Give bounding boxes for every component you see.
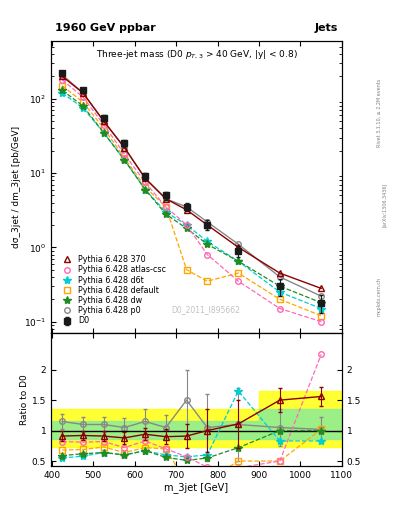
Pythia 6.428 d6t [101, 130, 106, 136]
Pythia 6.428 default [277, 296, 282, 302]
Pythia 6.428 atlas-csc [319, 318, 323, 325]
Pythia 6.428 370 [122, 144, 127, 151]
Pythia 6.428 p0 [236, 241, 241, 247]
Y-axis label: dσ_3jet / dm_3jet [pb/GeV]: dσ_3jet / dm_3jet [pb/GeV] [12, 126, 21, 248]
Pythia 6.428 370 [143, 175, 147, 181]
Pythia 6.428 atlas-csc [101, 121, 106, 127]
Pythia 6.428 dw [319, 300, 323, 306]
Text: 1960 GeV ppbar: 1960 GeV ppbar [55, 23, 156, 33]
Pythia 6.428 370 [101, 118, 106, 124]
Pythia 6.428 default [163, 204, 168, 210]
Line: Pythia 6.428 atlas-csc: Pythia 6.428 atlas-csc [59, 77, 324, 325]
Pythia 6.428 atlas-csc [143, 179, 147, 185]
Line: Pythia 6.428 370: Pythia 6.428 370 [59, 74, 324, 291]
Legend: Pythia 6.428 370, Pythia 6.428 atlas-csc, Pythia 6.428 d6t, Pythia 6.428 default: Pythia 6.428 370, Pythia 6.428 atlas-csc… [58, 254, 167, 326]
Pythia 6.428 p0 [81, 90, 85, 96]
Pythia 6.428 d6t [319, 306, 323, 312]
Pythia 6.428 d6t [81, 105, 85, 111]
Line: Pythia 6.428 dw: Pythia 6.428 dw [58, 86, 325, 307]
Line: Pythia 6.428 default: Pythia 6.428 default [59, 83, 324, 318]
Pythia 6.428 370 [319, 285, 323, 291]
Pythia 6.428 default [143, 184, 147, 190]
Text: [arXiv:1306.3436]: [arXiv:1306.3436] [382, 183, 387, 227]
Pythia 6.428 d6t [184, 222, 189, 228]
Pythia 6.428 d6t [277, 289, 282, 295]
Pythia 6.428 d6t [122, 157, 127, 163]
Pythia 6.428 default [60, 82, 64, 89]
Pythia 6.428 p0 [184, 204, 189, 210]
Pythia 6.428 dw [163, 211, 168, 217]
Y-axis label: Ratio to D0: Ratio to D0 [20, 374, 29, 425]
Pythia 6.428 p0 [319, 293, 323, 299]
Pythia 6.428 default [81, 99, 85, 105]
Pythia 6.428 dw [205, 241, 209, 247]
Pythia 6.428 d6t [205, 239, 209, 245]
Pythia 6.428 p0 [60, 72, 64, 78]
Pythia 6.428 default [319, 313, 323, 319]
Pythia 6.428 atlas-csc [81, 94, 85, 100]
Pythia 6.428 p0 [143, 175, 147, 181]
Pythia 6.428 dw [277, 283, 282, 289]
Pythia 6.428 dw [122, 157, 127, 163]
Line: Pythia 6.428 d6t: Pythia 6.428 d6t [58, 89, 325, 313]
Pythia 6.428 atlas-csc [205, 251, 209, 258]
Pythia 6.428 atlas-csc [163, 204, 168, 210]
Pythia 6.428 d6t [163, 209, 168, 215]
Pythia 6.428 d6t [60, 90, 64, 96]
X-axis label: m_3jet [GeV]: m_3jet [GeV] [164, 482, 229, 494]
Pythia 6.428 p0 [163, 196, 168, 202]
Pythia 6.428 atlas-csc [277, 306, 282, 312]
Pythia 6.428 atlas-csc [60, 77, 64, 83]
Pythia 6.428 370 [184, 207, 189, 213]
Pythia 6.428 default [205, 278, 209, 284]
Pythia 6.428 default [122, 155, 127, 161]
Pythia 6.428 dw [184, 225, 189, 231]
Pythia 6.428 dw [236, 258, 241, 264]
Line: Pythia 6.428 p0: Pythia 6.428 p0 [59, 72, 324, 299]
Pythia 6.428 370 [81, 90, 85, 96]
Pythia 6.428 p0 [101, 118, 106, 124]
Pythia 6.428 atlas-csc [122, 151, 127, 157]
Pythia 6.428 p0 [205, 219, 209, 225]
Pythia 6.428 atlas-csc [236, 278, 241, 284]
Pythia 6.428 370 [205, 222, 209, 228]
Pythia 6.428 atlas-csc [184, 222, 189, 228]
Pythia 6.428 370 [236, 244, 241, 250]
Text: Jets: Jets [315, 23, 338, 33]
Pythia 6.428 p0 [277, 274, 282, 280]
Pythia 6.428 dw [60, 87, 64, 93]
Pythia 6.428 default [184, 267, 189, 273]
Text: Three-jet mass (D0 $p_{T,3}$ > 40 GeV, |y| < 0.8): Three-jet mass (D0 $p_{T,3}$ > 40 GeV, |… [95, 48, 298, 61]
Pythia 6.428 default [236, 270, 241, 276]
Pythia 6.428 dw [143, 186, 147, 193]
Text: Rivet 3.1.10, ≥ 2.2M events: Rivet 3.1.10, ≥ 2.2M events [377, 78, 382, 147]
Pythia 6.428 default [101, 125, 106, 132]
Pythia 6.428 370 [163, 196, 168, 202]
Text: D0_2011_I895662: D0_2011_I895662 [171, 305, 240, 314]
Pythia 6.428 370 [277, 270, 282, 276]
Pythia 6.428 d6t [143, 186, 147, 193]
Text: mcplots.cern.ch: mcplots.cern.ch [377, 278, 382, 316]
Pythia 6.428 p0 [122, 144, 127, 151]
Pythia 6.428 370 [60, 73, 64, 79]
Pythia 6.428 dw [81, 103, 85, 109]
Pythia 6.428 d6t [236, 258, 241, 264]
Pythia 6.428 dw [101, 130, 106, 136]
